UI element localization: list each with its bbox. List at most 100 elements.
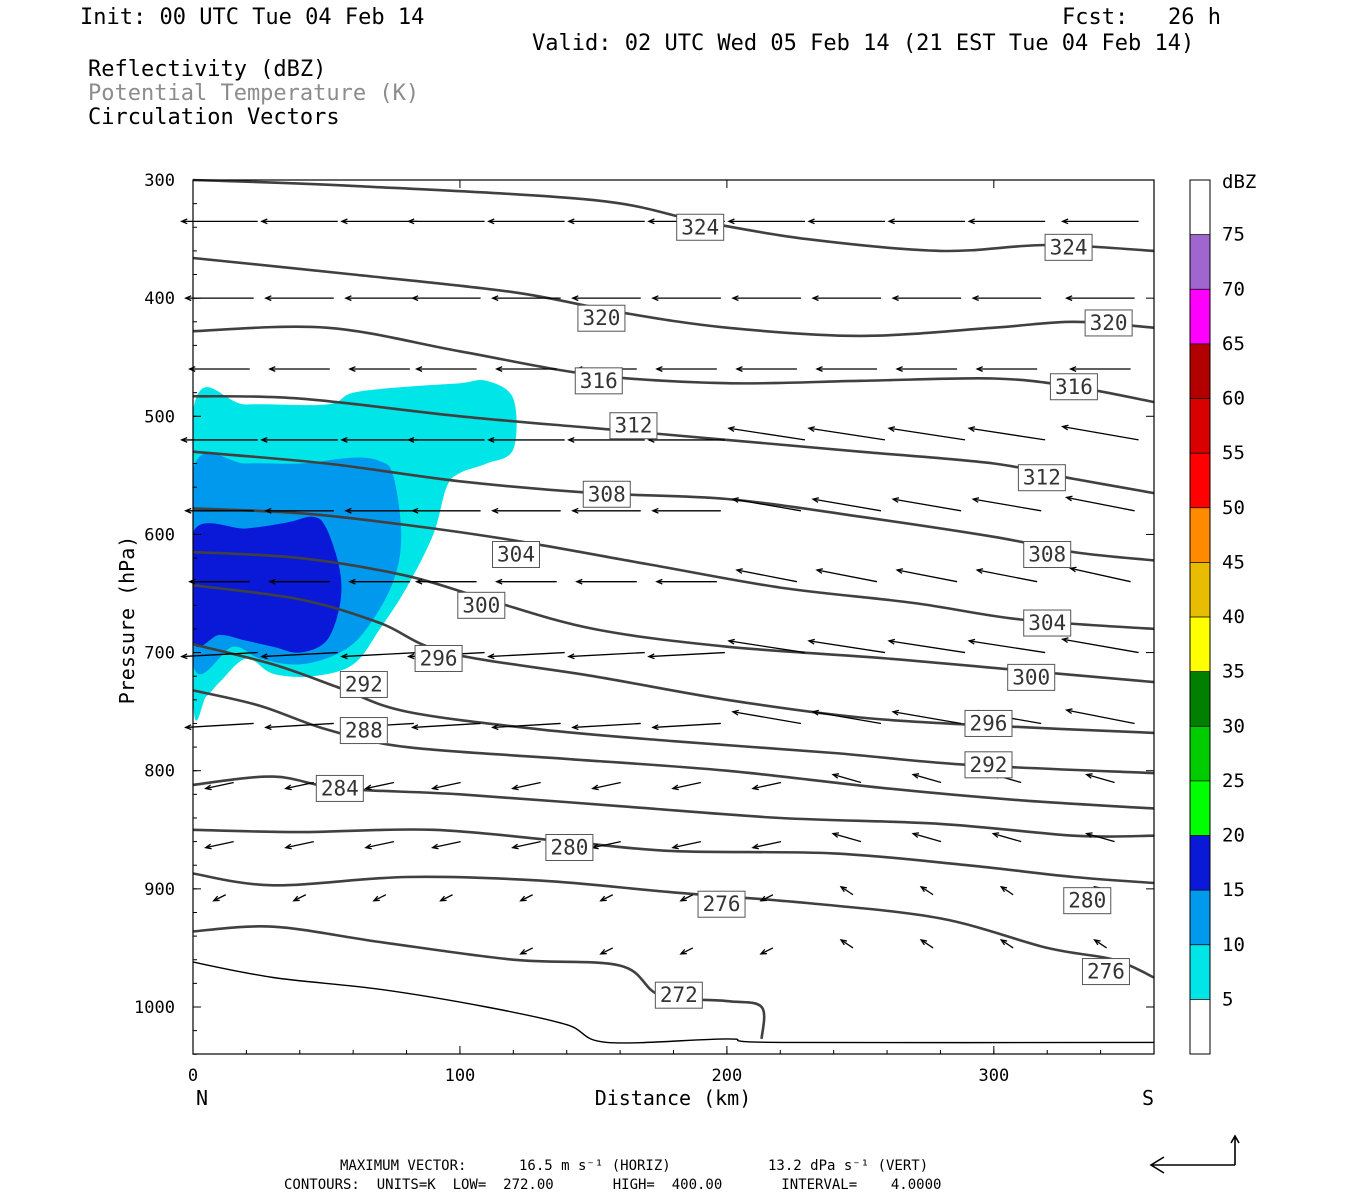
forecast-label: Fcst: [1062,5,1129,30]
max-vector-horiz: 16.5 m s⁻¹ (HORIZ) [519,1158,671,1174]
vector-arrow [832,773,862,784]
vector-arrow-head [671,784,679,791]
vector-arrow-head [1060,637,1069,644]
vector-arrow-head [430,784,439,791]
theta-contour-320 [192,256,1155,338]
vector-arrow [1086,773,1115,784]
vector-arrow-head [487,653,495,660]
vector-arrow [412,722,481,729]
vector-arrow-head [1085,832,1093,838]
vector-arrow [572,722,641,729]
vector-arrow-head [975,366,983,372]
contour-label-324: 324 [681,215,719,239]
vector-arrow-head [831,832,840,838]
vector-arrow [285,781,314,790]
vector-arrow [205,840,234,849]
y-tick-label-400: 400 [144,289,175,309]
vector-arrow-head [491,724,499,731]
vector-arrow-head [831,773,840,779]
colorbar-swatch [1190,398,1210,454]
max-vector-label: MAXIMUM VECTOR: [340,1158,467,1174]
vector-arrow [1086,832,1115,843]
contour-label-296: 296 [970,711,1008,735]
vector-arrow-head [811,497,820,503]
vector-arrow-head [839,939,848,946]
vector-arrow [732,498,802,512]
vector-arrow [181,651,258,658]
vector-arrow-head [647,653,655,660]
vector-arrow [728,427,806,441]
vector-arrow-head [891,497,900,503]
vector-arrow-head [439,895,447,902]
vector-arrow-head [651,295,659,302]
contour-label-312: 312 [1023,466,1061,490]
vector-arrow [432,781,461,790]
field-theta: Potential Temperature (K) [88,81,420,106]
vector-arrow [261,651,338,658]
contour-label-288: 288 [345,719,383,743]
vector-arrow [920,939,934,949]
vector-arrow-head [1060,424,1069,431]
vector-arrow-head [571,295,579,302]
theta-contour-324 [192,178,1155,253]
vector-arrow-head [292,895,300,902]
contour-label-292: 292 [970,753,1008,777]
vector-arrow-head [410,724,419,731]
reflectivity-shading [193,379,517,721]
contour-label-300: 300 [462,593,500,617]
colorbar-label-15: 15 [1222,879,1245,901]
vector-arrow [600,894,614,902]
vector-arrow-head [647,218,655,225]
vector-arrow [512,840,541,849]
vector-arrow-head [967,638,976,645]
contour-label-box [1017,464,1066,492]
vector-arrow-head [519,895,527,902]
vector-arrow-head [679,948,687,955]
vector-arrow-head [204,843,212,850]
colorbar-swatch [1190,835,1210,891]
vector-arrow-head [887,426,896,432]
y-tick-label-300: 300 [144,171,175,191]
vector-arrow [912,773,942,784]
colorbar-swatch [1190,562,1210,617]
vector-arrow-head [751,843,759,850]
forecast-hours: 26 h [1168,5,1221,30]
vector-arrow-head [599,948,607,955]
init-time: Init: 00 UTC Tue 04 Feb 14 [80,5,425,30]
colorbar-label-70: 70 [1222,278,1245,300]
theta-contour-316 [192,325,1155,404]
x-tick-label-200: 200 [712,1066,743,1086]
vector-arrow-head [1085,773,1093,779]
x-end-label-north: N [196,1086,208,1110]
vector-arrow-head [731,497,739,503]
vector-arrow [912,832,942,843]
vector-arrow-head [1060,218,1069,225]
vector-arrow-head [731,709,739,716]
vector-arrow [808,640,886,654]
vector-arrow [1000,886,1014,896]
vector-arrow-head [567,218,575,225]
vector-arrow [888,640,966,654]
contour-label-300: 300 [1012,665,1050,689]
vector-arrow-head [260,653,268,660]
contour-label-box [1023,541,1072,569]
vector-arrow [969,427,1046,441]
contour-label-box [1063,887,1112,915]
vector-arrow-head [919,885,928,893]
vector-arrow-head [264,724,272,731]
vector-arrow-head [735,568,743,574]
colorbar-label-40: 40 [1222,606,1245,628]
vector-arrow-head [759,895,767,902]
vector-arrow-head [1068,366,1077,372]
contour-label-box [964,709,1013,737]
y-tick-label-1000: 1000 [134,998,175,1018]
vector-arrow-head [511,784,519,791]
vector-arrow-head [204,784,212,791]
vector-arrow [1000,939,1014,949]
contour-label-box [582,480,631,508]
vector-arrow-head [344,507,352,514]
contour-label-box [964,751,1013,779]
vector-arrow-head [811,295,819,302]
vector-arrow [185,722,254,729]
contour-label-box [1084,309,1133,337]
